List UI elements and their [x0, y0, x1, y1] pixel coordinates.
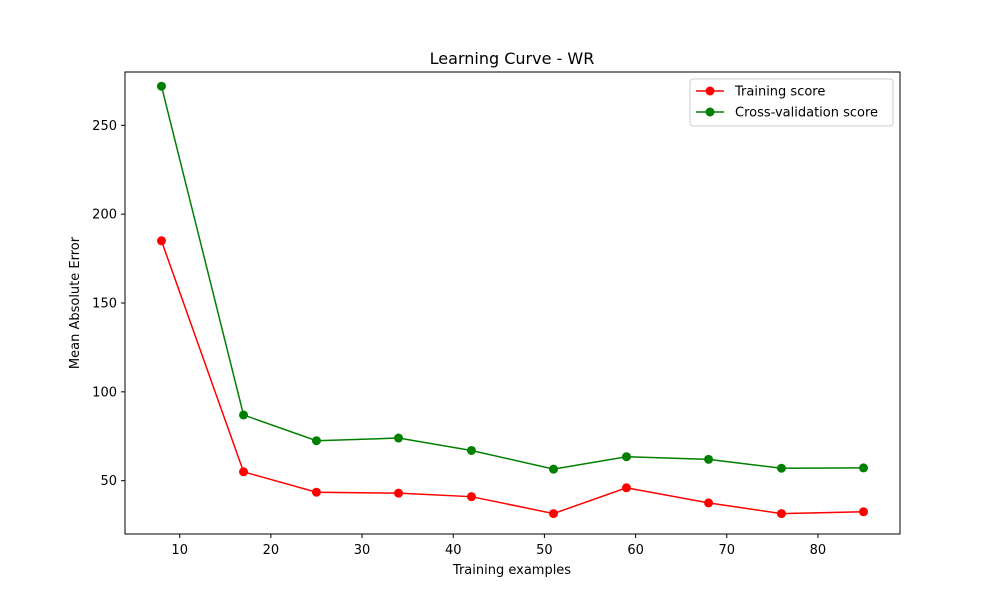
legend-marker-cv: [705, 107, 715, 117]
data-point: [311, 436, 321, 446]
data-point: [859, 507, 869, 517]
legend-label-training: Training score: [734, 85, 825, 100]
x-tick-label: 20: [263, 543, 280, 558]
series-training: [156, 236, 869, 519]
y-tick-label: 250: [92, 119, 117, 134]
data-point: [156, 81, 166, 91]
data-point: [466, 492, 476, 502]
data-point: [311, 487, 321, 497]
y-tick-label: 50: [100, 474, 117, 489]
x-tick-label: 50: [536, 543, 553, 558]
legend-marker-training: [705, 86, 715, 96]
x-tick-label: 30: [354, 543, 371, 558]
data-point: [704, 454, 714, 464]
data-point: [621, 483, 631, 493]
data-point: [239, 410, 249, 420]
data-point: [549, 464, 559, 474]
data-point: [466, 445, 476, 455]
data-point: [776, 463, 786, 473]
y-tick-label: 200: [92, 208, 117, 223]
x-tick-label: 40: [445, 543, 462, 558]
data-point: [859, 463, 869, 473]
series-line: [160, 240, 864, 515]
y-axis: 50 100 150 200 250: [92, 119, 125, 489]
x-tick-label: 80: [810, 543, 827, 558]
series-layer: [156, 81, 869, 519]
x-tick-label: 60: [627, 543, 644, 558]
x-axis-label: Training examples: [452, 563, 571, 578]
data-point: [394, 488, 404, 498]
legend: Training score Cross-validation score: [689, 78, 894, 127]
x-tick-label: 10: [171, 543, 188, 558]
x-axis: 10 20 30 40 50 60 70 80: [171, 534, 826, 558]
data-point: [776, 509, 786, 519]
legend-box: [689, 78, 894, 127]
legend-label-cv: Cross-validation score: [735, 106, 878, 121]
data-point: [394, 433, 404, 443]
series-line: [160, 86, 864, 470]
data-point: [156, 236, 166, 246]
y-tick-label: 100: [92, 385, 117, 400]
series-cross-validation: [156, 81, 869, 474]
data-point: [704, 498, 714, 508]
y-axis-label: Mean Absolute Error: [68, 236, 83, 369]
y-tick-label: 150: [92, 297, 117, 312]
x-tick-label: 70: [718, 543, 735, 558]
data-point: [621, 452, 631, 462]
chart-title: Learning Curve - WR: [430, 49, 595, 68]
data-point: [239, 467, 249, 477]
data-point: [549, 509, 559, 519]
